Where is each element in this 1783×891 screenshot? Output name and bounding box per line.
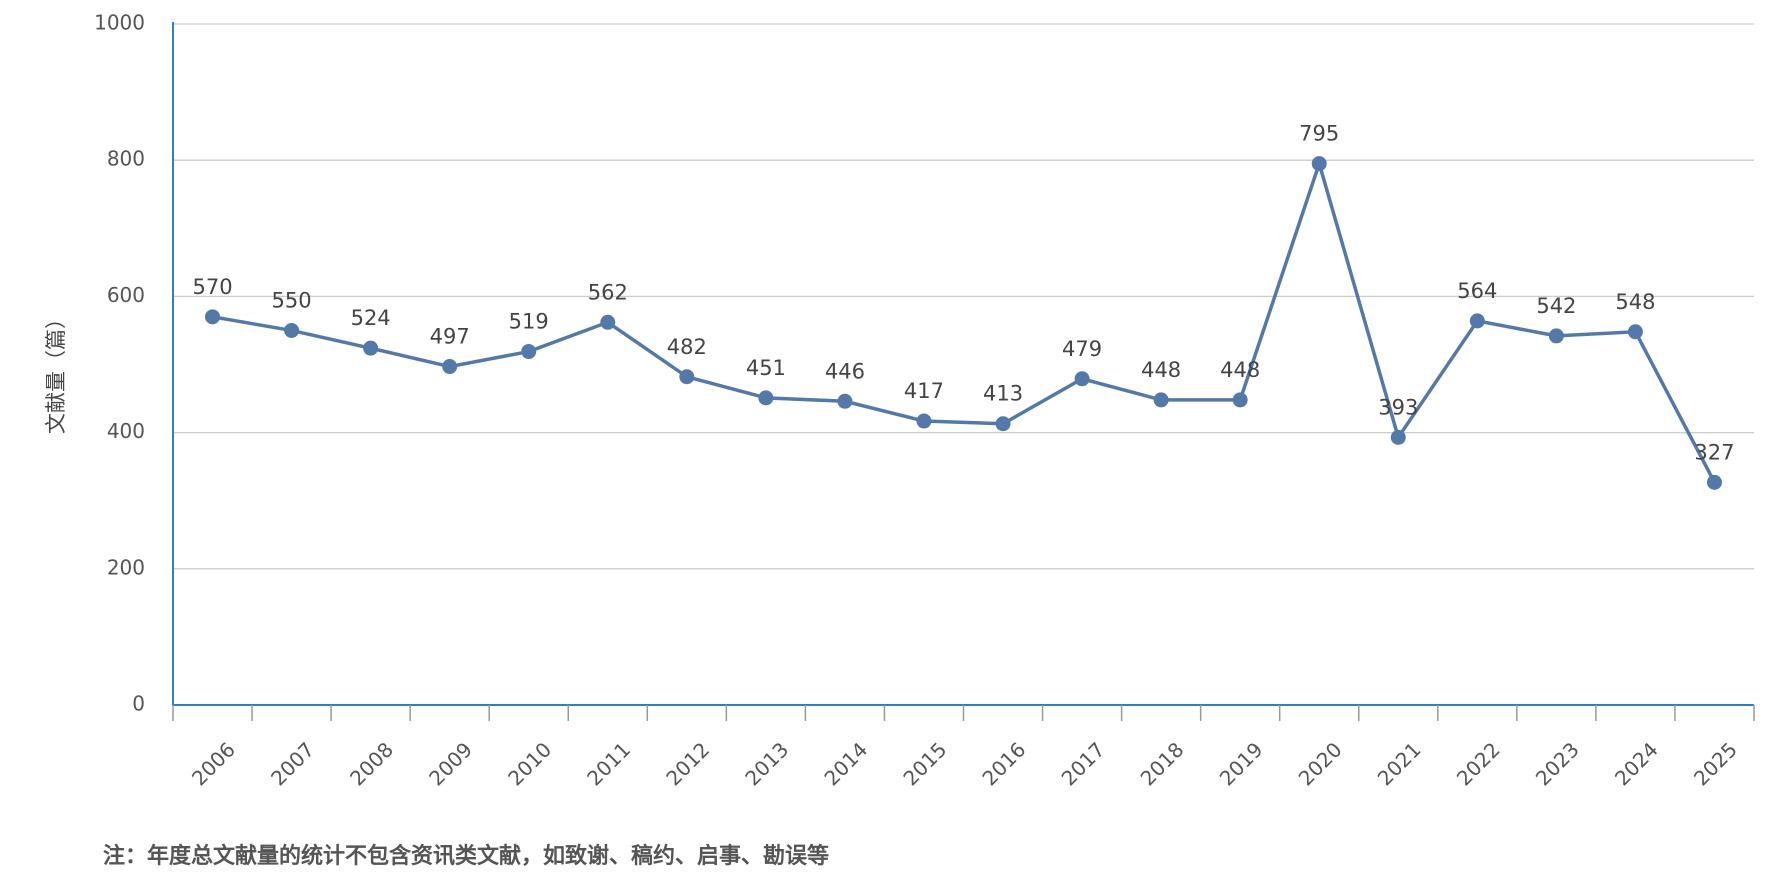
x-tick-label: 2011 xyxy=(582,737,635,790)
x-tick-label: 2019 xyxy=(1215,737,1268,790)
data-point xyxy=(1706,474,1722,490)
data-point xyxy=(442,359,458,375)
data-label: 564 xyxy=(1457,279,1497,303)
data-label: 497 xyxy=(430,325,470,349)
x-tick-label: 2024 xyxy=(1610,737,1663,790)
y-tick-label: 800 xyxy=(107,147,145,171)
data-label: 479 xyxy=(1062,337,1102,361)
y-axis-label: 文献量（篇） xyxy=(44,308,68,434)
x-tick-label: 2017 xyxy=(1057,737,1110,790)
x-tick-label: 2008 xyxy=(345,737,398,790)
data-label: 550 xyxy=(272,288,312,312)
data-point xyxy=(916,413,932,429)
data-point xyxy=(1469,313,1485,329)
data-label: 542 xyxy=(1536,294,1576,318)
x-tick-label: 2010 xyxy=(503,737,556,790)
data-point xyxy=(363,340,379,356)
x-tick-label: 2009 xyxy=(424,737,477,790)
y-tick-label: 1000 xyxy=(94,11,145,35)
data-label: 413 xyxy=(983,382,1023,406)
data-label: 482 xyxy=(667,335,707,359)
x-tick-label: 2006 xyxy=(187,737,240,790)
y-tick-label: 200 xyxy=(107,555,145,579)
data-point xyxy=(837,393,853,409)
data-point xyxy=(1232,392,1248,408)
data-point xyxy=(284,322,300,338)
data-line xyxy=(212,157,1717,484)
x-tick-label: 2012 xyxy=(661,737,714,790)
x-tick-label: 2022 xyxy=(1452,737,1505,790)
footnote: 注：年度总文献量的统计不包含资讯类文献，如致谢、稿约、启事、勘误等 xyxy=(103,843,829,869)
data-point xyxy=(1548,328,1564,344)
x-tick-label: 2023 xyxy=(1531,737,1584,790)
data-point xyxy=(1390,429,1406,445)
y-tick-label: 600 xyxy=(107,283,145,307)
y-tick-label: 0 xyxy=(132,692,145,716)
x-tick-label: 2013 xyxy=(740,737,793,790)
data-label: 448 xyxy=(1141,358,1181,382)
data-point xyxy=(758,390,774,406)
data-label: 524 xyxy=(351,306,391,330)
data-point xyxy=(205,309,221,325)
data-label: 327 xyxy=(1694,440,1734,464)
data-point xyxy=(521,344,537,360)
x-tick-label: 2015 xyxy=(898,737,951,790)
y-tick-label: 400 xyxy=(107,419,145,443)
x-tick-label: 2020 xyxy=(1294,737,1347,790)
data-label: 519 xyxy=(509,310,549,334)
data-point xyxy=(1074,371,1090,387)
data-label: 446 xyxy=(825,359,865,383)
data-point xyxy=(679,369,695,385)
data-label: 562 xyxy=(588,280,628,304)
data-label: 451 xyxy=(746,356,786,380)
data-point xyxy=(1627,324,1643,340)
data-point xyxy=(1153,392,1169,408)
x-tick-label: 2007 xyxy=(266,737,319,790)
x-tick-label: 2025 xyxy=(1689,737,1742,790)
x-tick-label: 2016 xyxy=(977,737,1030,790)
x-tick-label: 2014 xyxy=(819,737,872,790)
data-label: 448 xyxy=(1220,358,1260,382)
data-label: 795 xyxy=(1299,122,1339,146)
data-label: 570 xyxy=(192,275,232,299)
data-label: 417 xyxy=(904,379,944,403)
data-label: 548 xyxy=(1615,290,1655,314)
data-point xyxy=(600,314,616,330)
data-point xyxy=(1311,156,1327,172)
x-tick-label: 2021 xyxy=(1373,737,1426,790)
data-label: 393 xyxy=(1378,395,1418,419)
data-point xyxy=(995,416,1011,432)
x-tick-label: 2018 xyxy=(1136,737,1189,790)
